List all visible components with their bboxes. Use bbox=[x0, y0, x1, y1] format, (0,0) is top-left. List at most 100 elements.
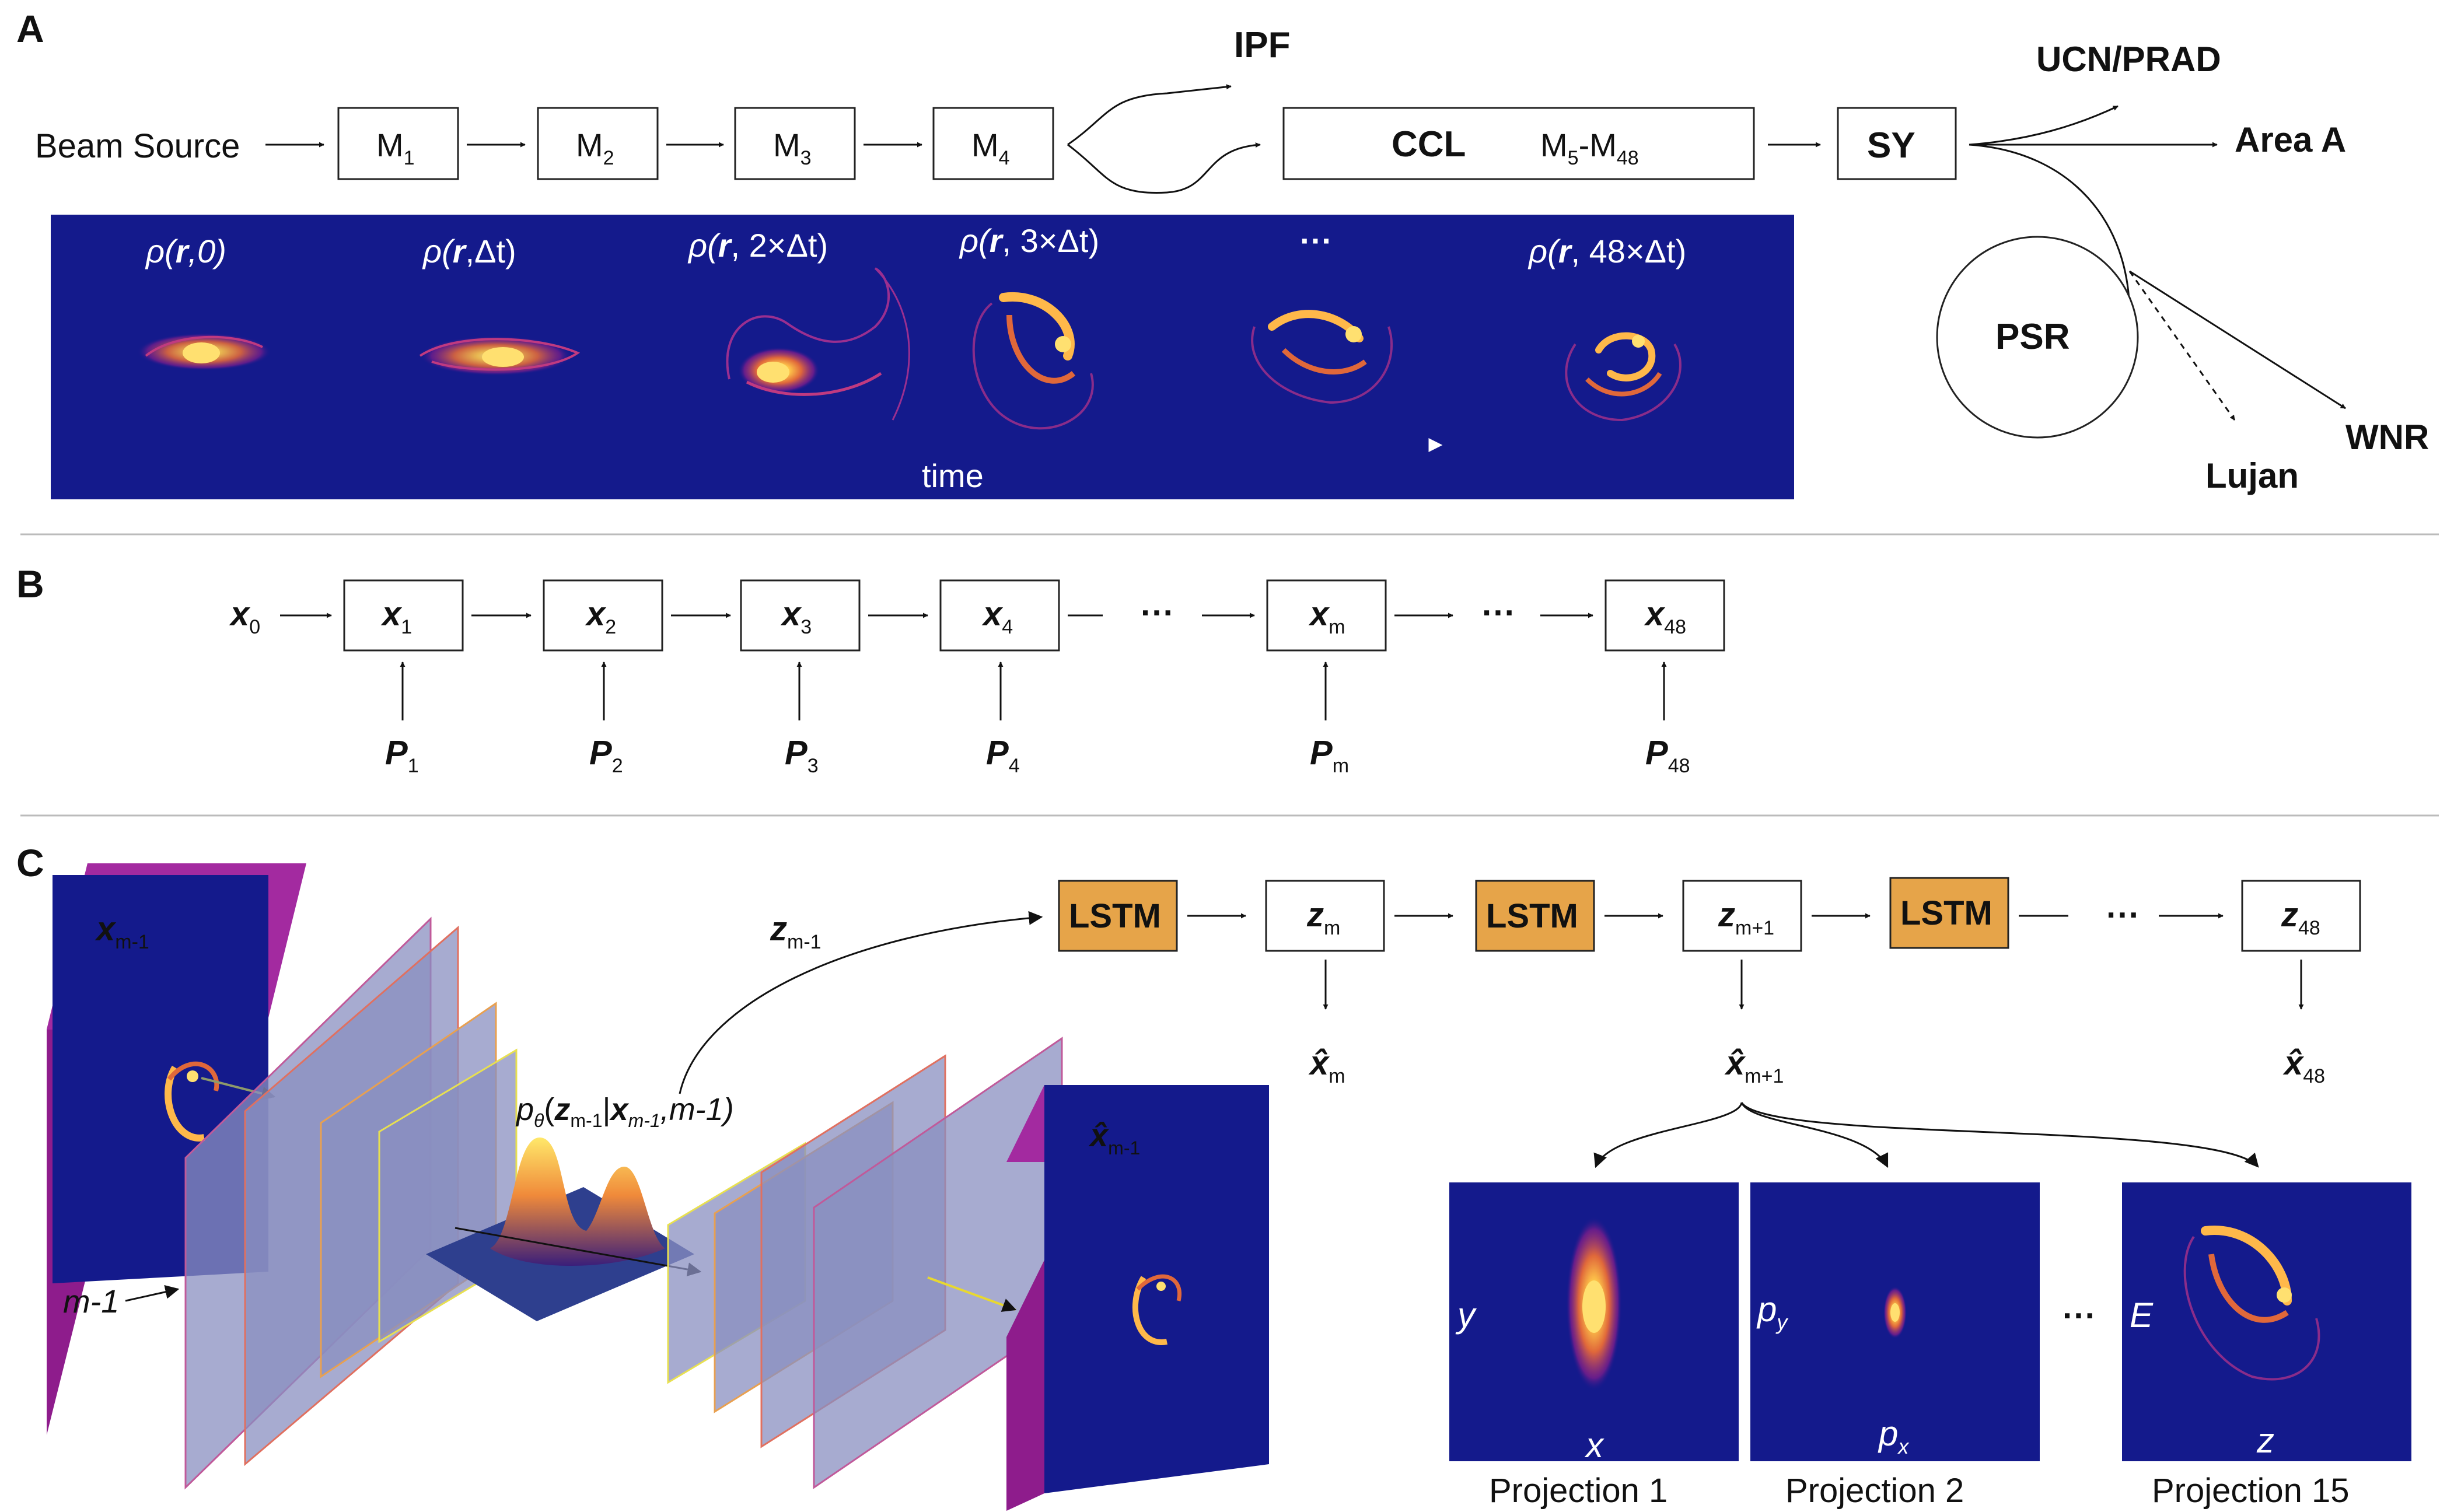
latent-input-arrow bbox=[679, 911, 1043, 1094]
state-label-48: x48 bbox=[1644, 595, 1686, 638]
recon-label-m1: x̂m+1 bbox=[1724, 1044, 1784, 1087]
state-box-m: xm bbox=[1266, 579, 1387, 652]
index-label: m-1 bbox=[63, 1283, 119, 1320]
beam-density-strip: ρ(r,0) ρ(r,Δt) ρ(r, 2×Δt) ρ(r, 3×Δt) ···… bbox=[51, 215, 1794, 499]
projection-15-xlabel: z bbox=[2256, 1421, 2274, 1460]
density-label-0: ρ(r,0) bbox=[145, 233, 226, 270]
area-a-label: Area A bbox=[2235, 120, 2346, 159]
projection-1-ylabel: y bbox=[1455, 1296, 1477, 1335]
beam-image-0 bbox=[137, 333, 271, 370]
psr-label: PSR bbox=[1995, 317, 2070, 357]
panel-a-label: A bbox=[16, 7, 44, 50]
ccl-range-label: M5-M48 bbox=[1540, 127, 1639, 169]
wnr-label: WNR bbox=[2345, 418, 2429, 457]
ellipsis-b-2: ··· bbox=[1482, 594, 1516, 632]
output-image-stack bbox=[1006, 1085, 1269, 1511]
to-psr-line bbox=[1969, 144, 2131, 316]
latent-box-m1: zm+1 bbox=[1682, 880, 1802, 952]
lstm-block-2: LSTM bbox=[1475, 880, 1595, 952]
projection-arrow-15 bbox=[1740, 1102, 2259, 1168]
latent-input-label: zm-1 bbox=[770, 910, 822, 953]
latent-label-m1: zm+1 bbox=[1718, 896, 1774, 939]
beam-image-4 bbox=[1251, 310, 1393, 404]
beam-image-1 bbox=[419, 336, 581, 376]
projection-15-title: Projection 15 bbox=[2152, 1472, 2350, 1510]
state-box-1: x1 bbox=[343, 579, 464, 652]
sy-label: SY bbox=[1867, 125, 1915, 166]
latent-label-48: z48 bbox=[2281, 896, 2320, 939]
lstm-label: LSTM bbox=[1069, 897, 1161, 935]
to-lujan-arrow bbox=[2128, 271, 2236, 421]
projection-2-ylabel: py bbox=[1756, 1290, 1788, 1334]
module-m2-label: M2 bbox=[576, 127, 614, 169]
lstm-block-3: LSTM bbox=[1889, 877, 2009, 949]
projection-2-xlabel: px bbox=[1878, 1414, 1910, 1458]
psr-ring bbox=[1936, 236, 2139, 439]
state-label-1: x1 bbox=[380, 595, 412, 638]
index-arrow bbox=[125, 1284, 180, 1302]
branch-to-ccl-arrow bbox=[1067, 142, 1261, 194]
density-label-1: ρ(r,Δt) bbox=[422, 233, 516, 270]
state-label-2: x2 bbox=[585, 595, 616, 638]
panel-b-label: B bbox=[16, 562, 44, 606]
projection-1-image: y x bbox=[1449, 1182, 1739, 1465]
module-m2: M2 bbox=[537, 107, 659, 180]
to-ucn-arrow bbox=[1969, 105, 2119, 146]
beam-source-label: Beam Source bbox=[35, 127, 240, 165]
state-label-m: xm bbox=[1308, 595, 1345, 638]
latent-distribution-surface bbox=[426, 1138, 694, 1321]
ccl-box: CCL M5-M48 bbox=[1282, 107, 1755, 180]
projection-1-xlabel: x bbox=[1584, 1426, 1604, 1465]
projection-15-ylabel: E bbox=[2130, 1296, 2154, 1335]
module-m4: M4 bbox=[932, 107, 1054, 180]
module-m1-label: M1 bbox=[376, 127, 415, 169]
param-label-m: Pm bbox=[1310, 734, 1349, 777]
branch-to-ipf-arrow bbox=[1067, 84, 1232, 146]
state-box-2: x2 bbox=[543, 579, 663, 652]
param-label-4: P4 bbox=[986, 734, 1020, 777]
state-box-48: x48 bbox=[1604, 579, 1725, 652]
param-label-3: P3 bbox=[785, 734, 819, 777]
latent-box-m: zm bbox=[1265, 880, 1385, 952]
param-label-2: P2 bbox=[589, 734, 623, 777]
projection-15-image: E z bbox=[2122, 1182, 2411, 1461]
state-box-4: x4 bbox=[939, 579, 1060, 652]
beam-image-5 bbox=[1565, 332, 1682, 422]
lujan-label: Lujan bbox=[2205, 456, 2299, 495]
density-label-5: ρ(r, 48×Δt) bbox=[1527, 233, 1686, 270]
beam-image-2 bbox=[726, 267, 910, 421]
lstm-label: LSTM bbox=[1900, 894, 1992, 932]
ccl-label: CCL bbox=[1392, 124, 1466, 164]
state-box-3: x3 bbox=[740, 579, 861, 652]
lstm-label: LSTM bbox=[1486, 897, 1578, 935]
module-m3: M3 bbox=[734, 107, 856, 180]
module-m3-label: M3 bbox=[773, 127, 812, 169]
input-state-label: xm-1 bbox=[95, 910, 149, 953]
projection-arrow-2 bbox=[1740, 1102, 1889, 1168]
state-label-3: x3 bbox=[780, 595, 812, 638]
projection-2-image: py px bbox=[1750, 1182, 2040, 1461]
output-arrow bbox=[927, 1276, 1017, 1312]
param-label-48: P48 bbox=[1645, 734, 1690, 777]
ellipsis-c-1: ··· bbox=[2106, 896, 2140, 934]
density-strip-background bbox=[51, 215, 1794, 499]
latent-label-m: zm bbox=[1306, 896, 1340, 939]
module-m1: M1 bbox=[337, 107, 459, 180]
module-m4-label: M4 bbox=[971, 127, 1010, 169]
param-label-1: P1 bbox=[385, 734, 419, 777]
ucn-label: UCN/PRAD bbox=[2036, 40, 2221, 79]
latent-box-48: z48 bbox=[2241, 880, 2361, 952]
panel-c-label: C bbox=[16, 841, 44, 884]
density-label-3: ρ(r, 3×Δt) bbox=[959, 222, 1099, 259]
state-x0-label: x0 bbox=[229, 595, 260, 638]
output-recon-label: x̂m-1 bbox=[1088, 1116, 1140, 1158]
recon-label-m: x̂m bbox=[1308, 1044, 1345, 1087]
state-label-4: x4 bbox=[981, 595, 1013, 638]
decoder-layer-4 bbox=[813, 1037, 1063, 1489]
time-label: time bbox=[922, 457, 984, 494]
ellipsis-c-2: ··· bbox=[2063, 1297, 2096, 1335]
ellipsis-b-1: ··· bbox=[1141, 594, 1174, 632]
through-arrow bbox=[455, 1227, 702, 1277]
posterior-label: pθ(zm-1|xm-1,m-1) bbox=[515, 1092, 734, 1131]
